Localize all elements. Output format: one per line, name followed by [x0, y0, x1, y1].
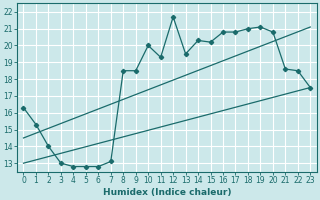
X-axis label: Humidex (Indice chaleur): Humidex (Indice chaleur): [103, 188, 231, 197]
